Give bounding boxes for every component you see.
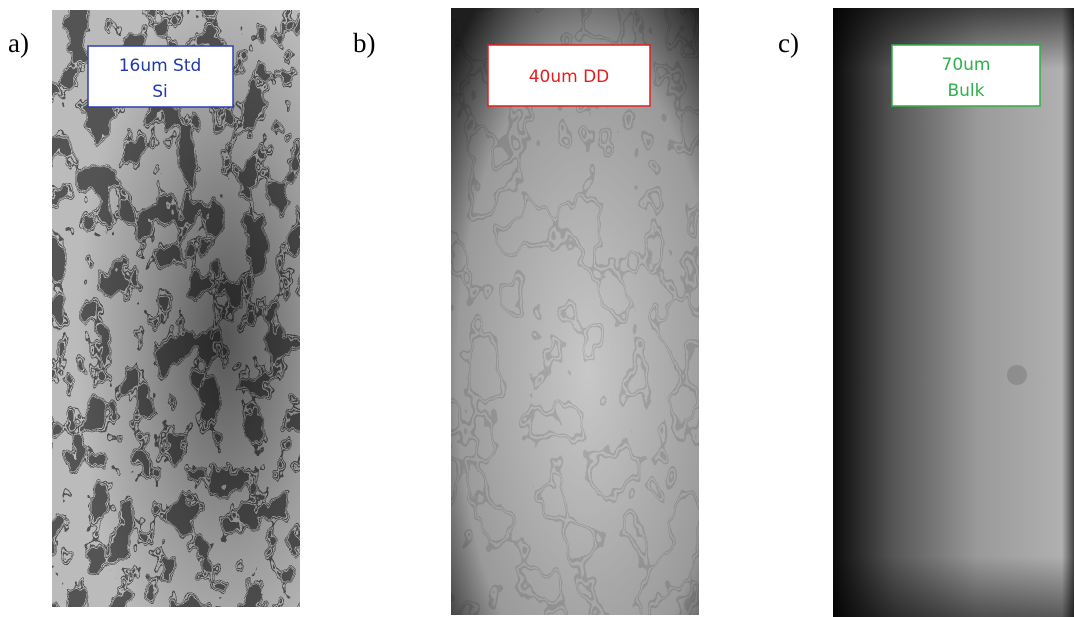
panel-a: a) 16um Std Si: [8, 10, 300, 607]
image-spot: [1007, 365, 1027, 385]
label-line: 16um Std: [119, 56, 202, 76]
label-line: Si: [152, 82, 168, 102]
figure: a) 16um Std Si b) 40um DD c) 70um Bulk: [0, 0, 1075, 617]
label-line: 70um: [942, 55, 991, 75]
panel-letter: b): [353, 28, 376, 58]
panel-b: b) 40um DD: [353, 8, 699, 615]
panel-c: c) 70um Bulk: [778, 8, 1074, 617]
panel-letter: a): [8, 28, 29, 58]
panel-letter: c): [778, 28, 799, 58]
label-line: Bulk: [947, 81, 984, 101]
label-line: 40um DD: [529, 67, 610, 87]
